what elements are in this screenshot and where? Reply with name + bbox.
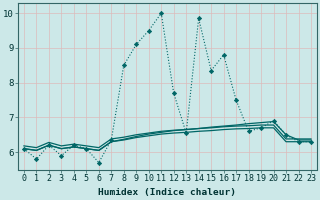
X-axis label: Humidex (Indice chaleur): Humidex (Indice chaleur) (99, 188, 236, 197)
